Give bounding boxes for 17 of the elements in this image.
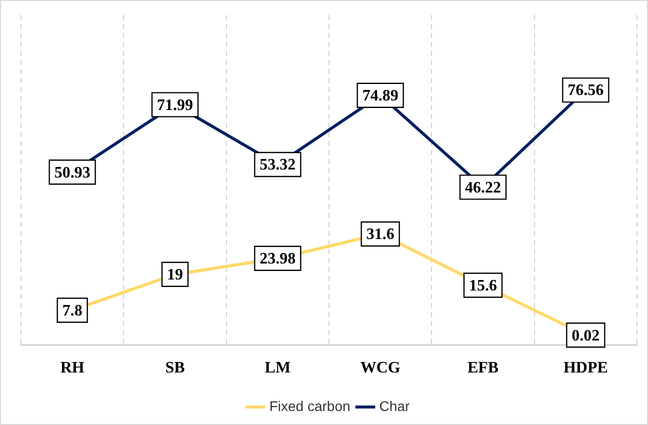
x-tick-label: EFB <box>467 360 499 377</box>
legend-label: Fixed carbon <box>269 398 350 414</box>
data-label: 76.56 <box>568 82 604 100</box>
x-tick-label: HDPE <box>563 360 608 377</box>
data-label: 74.89 <box>362 88 398 105</box>
x-tick-label: SB <box>165 360 186 377</box>
x-tick-label: RH <box>60 360 85 377</box>
data-label: 23.98 <box>260 250 296 268</box>
data-label: 7.8 <box>62 302 82 320</box>
data-label: 19 <box>167 266 183 284</box>
data-label: 71.99 <box>157 96 193 114</box>
data-label: 53.32 <box>260 156 296 174</box>
x-tick-label: LM <box>264 360 291 377</box>
data-label: 50.93 <box>54 164 90 182</box>
x-tick-label: WCG <box>360 360 401 377</box>
data-label: 46.22 <box>465 179 501 196</box>
legend-label: Char <box>379 398 410 414</box>
